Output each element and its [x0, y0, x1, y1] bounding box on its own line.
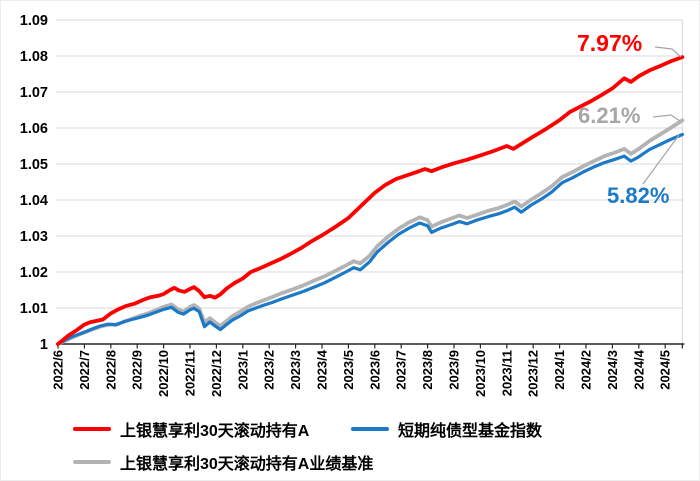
x-tick-label: 2024/4	[631, 349, 646, 390]
y-tick-label: 1.08	[20, 49, 48, 65]
legend-line-red-icon	[73, 426, 111, 432]
y-tick-label: 1.07	[20, 85, 48, 101]
x-tick-label: 2024/2	[579, 350, 594, 390]
x-tick-label: 2024/5	[658, 350, 673, 390]
series-line	[56, 118, 685, 346]
leader-line	[652, 114, 681, 122]
y-tick-label: 1.06	[20, 121, 48, 137]
legend-item-fund: 上银慧享利30天滚动持有A	[73, 420, 310, 440]
x-tick-label: 2022/6	[51, 350, 66, 390]
end-value-label-fund: 7.97%	[577, 30, 643, 56]
x-tick-label: 2023/6	[367, 350, 382, 390]
leader-line	[642, 134, 680, 185]
legend-item-index: 短期纯债型基金指数	[351, 420, 543, 440]
y-tick-label: 1.04	[20, 193, 48, 209]
x-tick-label: 2022/8	[103, 350, 118, 390]
legend-label-index: 短期纯债型基金指数	[398, 423, 543, 440]
y-tick-label: 1.01	[20, 301, 48, 317]
annotation-leader-lines	[642, 46, 682, 185]
x-tick-label: 2023/3	[288, 350, 303, 390]
x-tick-label: 2023/7	[394, 350, 409, 390]
x-tick-label: 2022/7	[77, 350, 92, 390]
x-tick-label: 2023/12	[526, 350, 541, 397]
x-tick-label: 2023/10	[473, 350, 488, 397]
x-tick-label: 2024/1	[552, 350, 567, 390]
y-tick-label: 1.05	[20, 157, 48, 173]
leader-line	[654, 46, 682, 58]
x-tick-label: 2023/11	[499, 350, 514, 396]
y-tick-label: 1.02	[20, 265, 48, 281]
x-tick-label: 2023/8	[420, 350, 435, 390]
x-tick-label: 2022/12	[209, 350, 224, 397]
legend-line-blue-icon	[351, 426, 389, 432]
y-tick-label: 1.03	[20, 229, 48, 245]
x-tick-label: 2022/10	[156, 350, 171, 397]
line-chart: 1.09 1.08 1.07 1.06 1.05 1.04 1.03 1.02 1.01 1 20…	[20, 13, 685, 397]
series-line	[56, 55, 685, 346]
series-lines	[56, 55, 685, 346]
series-line	[56, 132, 685, 346]
x-tick-label: 2022/9	[130, 350, 145, 390]
x-tick-label: 2023/1	[235, 350, 250, 390]
y-axis-labels: 1.09 1.08 1.07 1.06 1.05 1.04 1.03 1.02 1.01 1	[20, 13, 48, 353]
y-tick-label: 1.09	[20, 13, 48, 29]
end-value-label-benchmark: 6.21%	[578, 103, 641, 128]
x-tick-label: 2023/4	[315, 349, 330, 390]
y-tick-label: 1	[40, 337, 48, 353]
x-tick-label: 2024/3	[605, 350, 620, 390]
legend-label-fund: 上银慧享利30天滚动持有A	[120, 423, 310, 440]
x-tick-label: 2023/5	[341, 350, 356, 390]
x-tick-label: 2022/11	[183, 350, 198, 396]
axes	[56, 343, 685, 349]
legend-line-gray-icon	[73, 459, 111, 465]
legend-label-benchmark: 上银慧享利30天滚动持有A业绩基准	[120, 456, 374, 473]
end-value-label-index: 5.82%	[607, 183, 670, 208]
x-tick-label: 2023/2	[262, 350, 277, 390]
legend-item-benchmark: 上银慧享利30天滚动持有A业绩基准	[73, 453, 374, 473]
x-tick-label: 2023/9	[447, 350, 462, 390]
x-axis-labels: 2022/6 2022/7 2022/8 2022/9 2022/10 2022/11 20…	[51, 349, 673, 397]
